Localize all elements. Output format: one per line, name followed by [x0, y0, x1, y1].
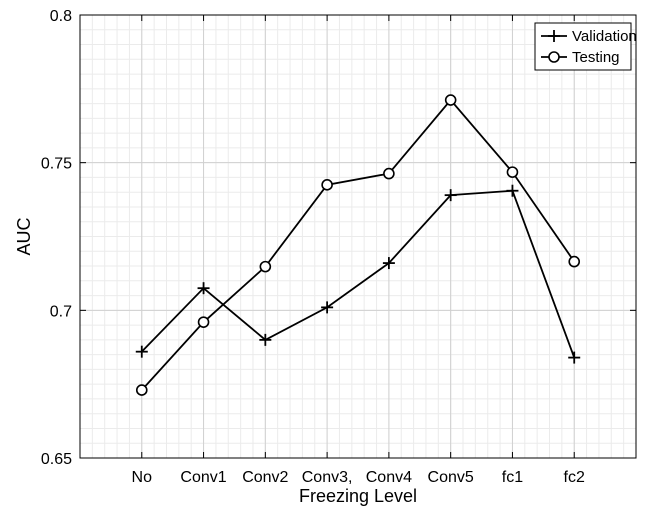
series-line-testing [141, 98, 575, 391]
x-tick-label: Conv5 [428, 469, 474, 486]
x-tick-label: Conv4 [366, 469, 412, 486]
x-tick-label: fc2 [564, 469, 585, 486]
x-tick-label: No [132, 469, 153, 486]
data-point-circle [568, 255, 581, 268]
x-tick-label: Conv2 [242, 469, 288, 486]
data-point-plus [382, 257, 395, 270]
data-point-plus [321, 301, 334, 314]
x-tick-label: fc1 [502, 469, 523, 486]
y-tick-label: 0.7 [50, 303, 72, 320]
legend-label: Validation [572, 28, 637, 45]
legend-label: Testing [572, 49, 620, 66]
series-validation [135, 184, 581, 364]
data-point-circle [444, 94, 457, 106]
data-point-circle [259, 260, 272, 273]
plot-frame [79, 14, 637, 459]
y-tick-label: 0.75 [41, 156, 72, 173]
data-point-plus [135, 345, 148, 358]
data-point-plus [506, 184, 519, 197]
y-tick-label: 0.65 [41, 451, 72, 468]
legend-entry-testing: Testing [541, 49, 620, 66]
data-point-circle [506, 166, 519, 178]
data-point-circle [383, 167, 395, 180]
legend: Validation Testing [534, 22, 637, 71]
data-point-circle [548, 51, 560, 63]
data-point-plus [568, 351, 581, 364]
x-tick-label: Conv1 [180, 469, 226, 486]
data-point-plus [548, 30, 560, 42]
data-point-plus [197, 282, 210, 295]
data-point-plus [444, 189, 457, 202]
y-axis-label: AUC [14, 217, 34, 255]
data-point-plus [259, 333, 272, 346]
x-axis-ticks: No Conv1 Conv2 Conv3, Conv4 Conv5 fc1 fc2 [132, 15, 585, 486]
y-tick-label: 0.8 [50, 8, 72, 25]
x-axis-label: Freezing Level [299, 486, 417, 506]
data-point-circle [197, 316, 210, 328]
minor-grid [79, 14, 637, 459]
legend-box [534, 22, 632, 71]
series-line-validation [141, 189, 576, 358]
x-tick-label: Conv3, [302, 469, 353, 486]
data-point-circle [135, 384, 148, 396]
legend-entry-validation: Validation [541, 28, 637, 45]
series-layer [135, 94, 581, 396]
series-testing [135, 94, 581, 396]
data-point-circle [321, 179, 333, 191]
y-axis-ticks: 0.65 0.7 0.75 0.8 [41, 8, 636, 468]
